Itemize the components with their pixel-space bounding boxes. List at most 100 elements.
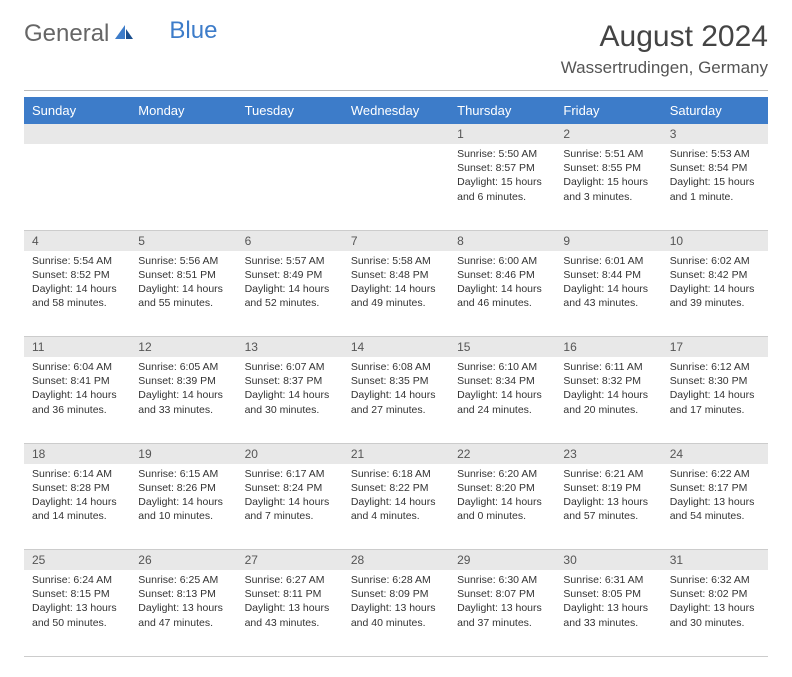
- day-header: Saturday: [662, 97, 768, 124]
- daylight-text: Daylight: 14 hours and 7 minutes.: [245, 495, 335, 523]
- day-number: 2: [555, 124, 661, 144]
- content-row: Sunrise: 5:54 AMSunset: 8:52 PMDaylight:…: [24, 251, 768, 337]
- sunrise-text: Sunrise: 6:28 AM: [351, 573, 441, 587]
- sunrise-text: Sunrise: 6:10 AM: [457, 360, 547, 374]
- day-number: 10: [662, 230, 768, 251]
- sunrise-text: Sunrise: 6:05 AM: [138, 360, 228, 374]
- daylight-text: Daylight: 14 hours and 46 minutes.: [457, 282, 547, 310]
- sunrise-text: Sunrise: 6:25 AM: [138, 573, 228, 587]
- content-row: Sunrise: 6:24 AMSunset: 8:15 PMDaylight:…: [24, 570, 768, 656]
- sunset-text: Sunset: 8:32 PM: [563, 374, 653, 388]
- day-number: 15: [449, 337, 555, 358]
- daylight-text: Daylight: 14 hours and 58 minutes.: [32, 282, 122, 310]
- day-cell: Sunrise: 6:10 AMSunset: 8:34 PMDaylight:…: [449, 357, 555, 443]
- daylight-text: Daylight: 14 hours and 52 minutes.: [245, 282, 335, 310]
- day-cell: Sunrise: 6:14 AMSunset: 8:28 PMDaylight:…: [24, 464, 130, 550]
- daylight-text: Daylight: 15 hours and 6 minutes.: [457, 175, 547, 203]
- day-cell: Sunrise: 5:58 AMSunset: 8:48 PMDaylight:…: [343, 251, 449, 337]
- sunset-text: Sunset: 8:51 PM: [138, 268, 228, 282]
- day-cell: Sunrise: 6:30 AMSunset: 8:07 PMDaylight:…: [449, 570, 555, 656]
- sunrise-text: Sunrise: 6:21 AM: [563, 467, 653, 481]
- day-cell: Sunrise: 5:50 AMSunset: 8:57 PMDaylight:…: [449, 144, 555, 230]
- day-number: [24, 124, 130, 144]
- day-number: 3: [662, 124, 768, 144]
- day-number: 13: [237, 337, 343, 358]
- daynum-row: 11121314151617: [24, 337, 768, 358]
- daylight-text: Daylight: 13 hours and 37 minutes.: [457, 601, 547, 629]
- day-cell: Sunrise: 6:00 AMSunset: 8:46 PMDaylight:…: [449, 251, 555, 337]
- sunrise-text: Sunrise: 5:58 AM: [351, 254, 441, 268]
- day-number: 24: [662, 443, 768, 464]
- daylight-text: Daylight: 14 hours and 39 minutes.: [670, 282, 760, 310]
- sunset-text: Sunset: 8:20 PM: [457, 481, 547, 495]
- day-cell: Sunrise: 5:53 AMSunset: 8:54 PMDaylight:…: [662, 144, 768, 230]
- day-header-row: Sunday Monday Tuesday Wednesday Thursday…: [24, 97, 768, 124]
- day-cell: Sunrise: 6:01 AMSunset: 8:44 PMDaylight:…: [555, 251, 661, 337]
- sunrise-text: Sunrise: 6:08 AM: [351, 360, 441, 374]
- daylight-text: Daylight: 14 hours and 4 minutes.: [351, 495, 441, 523]
- sunrise-text: Sunrise: 6:15 AM: [138, 467, 228, 481]
- day-number: 14: [343, 337, 449, 358]
- sunrise-text: Sunrise: 6:17 AM: [245, 467, 335, 481]
- daylight-text: Daylight: 13 hours and 40 minutes.: [351, 601, 441, 629]
- sunrise-text: Sunrise: 6:00 AM: [457, 254, 547, 268]
- day-number: [343, 124, 449, 144]
- daylight-text: Daylight: 13 hours and 43 minutes.: [245, 601, 335, 629]
- sunrise-text: Sunrise: 6:11 AM: [563, 360, 653, 374]
- sunset-text: Sunset: 8:35 PM: [351, 374, 441, 388]
- sunset-text: Sunset: 8:26 PM: [138, 481, 228, 495]
- daylight-text: Daylight: 13 hours and 50 minutes.: [32, 601, 122, 629]
- day-number: 31: [662, 550, 768, 571]
- day-number: 28: [343, 550, 449, 571]
- daylight-text: Daylight: 14 hours and 24 minutes.: [457, 388, 547, 416]
- daynum-row: 18192021222324: [24, 443, 768, 464]
- daylight-text: Daylight: 14 hours and 0 minutes.: [457, 495, 547, 523]
- day-number: 30: [555, 550, 661, 571]
- daylight-text: Daylight: 14 hours and 49 minutes.: [351, 282, 441, 310]
- day-header: Tuesday: [237, 97, 343, 124]
- sunrise-text: Sunrise: 6:27 AM: [245, 573, 335, 587]
- sunset-text: Sunset: 8:46 PM: [457, 268, 547, 282]
- day-cell: Sunrise: 5:56 AMSunset: 8:51 PMDaylight:…: [130, 251, 236, 337]
- day-cell: Sunrise: 5:51 AMSunset: 8:55 PMDaylight:…: [555, 144, 661, 230]
- day-number: 27: [237, 550, 343, 571]
- sunset-text: Sunset: 8:30 PM: [670, 374, 760, 388]
- sunset-text: Sunset: 8:28 PM: [32, 481, 122, 495]
- day-cell: Sunrise: 6:17 AMSunset: 8:24 PMDaylight:…: [237, 464, 343, 550]
- day-number: 20: [237, 443, 343, 464]
- day-header: Wednesday: [343, 97, 449, 124]
- day-cell: Sunrise: 6:20 AMSunset: 8:20 PMDaylight:…: [449, 464, 555, 550]
- day-header: Monday: [130, 97, 236, 124]
- sunset-text: Sunset: 8:24 PM: [245, 481, 335, 495]
- sunset-text: Sunset: 8:41 PM: [32, 374, 122, 388]
- sunset-text: Sunset: 8:42 PM: [670, 268, 760, 282]
- content-row: Sunrise: 5:50 AMSunset: 8:57 PMDaylight:…: [24, 144, 768, 230]
- sunrise-text: Sunrise: 6:24 AM: [32, 573, 122, 587]
- day-cell: Sunrise: 6:05 AMSunset: 8:39 PMDaylight:…: [130, 357, 236, 443]
- daylight-text: Daylight: 15 hours and 3 minutes.: [563, 175, 653, 203]
- sunrise-text: Sunrise: 6:04 AM: [32, 360, 122, 374]
- calendar-table: Sunday Monday Tuesday Wednesday Thursday…: [24, 97, 768, 657]
- sunset-text: Sunset: 8:55 PM: [563, 161, 653, 175]
- day-cell: [130, 144, 236, 230]
- header: General Blue August 2024 Wassertrudingen…: [24, 20, 768, 78]
- day-cell: Sunrise: 6:27 AMSunset: 8:11 PMDaylight:…: [237, 570, 343, 656]
- sunset-text: Sunset: 8:09 PM: [351, 587, 441, 601]
- daylight-text: Daylight: 15 hours and 1 minute.: [670, 175, 760, 203]
- day-cell: [24, 144, 130, 230]
- daynum-row: 45678910: [24, 230, 768, 251]
- sunrise-text: Sunrise: 6:20 AM: [457, 467, 547, 481]
- sunrise-text: Sunrise: 5:54 AM: [32, 254, 122, 268]
- day-number: 4: [24, 230, 130, 251]
- day-header: Thursday: [449, 97, 555, 124]
- day-cell: Sunrise: 6:08 AMSunset: 8:35 PMDaylight:…: [343, 357, 449, 443]
- sunset-text: Sunset: 8:49 PM: [245, 268, 335, 282]
- day-number: 7: [343, 230, 449, 251]
- daylight-text: Daylight: 13 hours and 54 minutes.: [670, 495, 760, 523]
- sunrise-text: Sunrise: 6:14 AM: [32, 467, 122, 481]
- logo-text-general: General: [24, 20, 109, 48]
- daylight-text: Daylight: 14 hours and 36 minutes.: [32, 388, 122, 416]
- sunrise-text: Sunrise: 6:32 AM: [670, 573, 760, 587]
- day-number: 6: [237, 230, 343, 251]
- daylight-text: Daylight: 14 hours and 55 minutes.: [138, 282, 228, 310]
